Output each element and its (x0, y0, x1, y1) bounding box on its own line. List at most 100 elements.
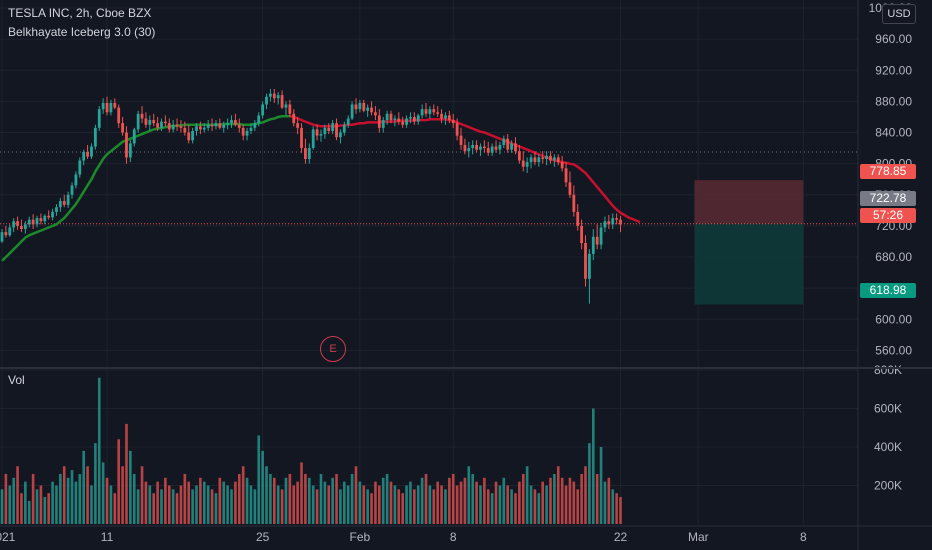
price-tick-label: 880.00 (875, 94, 912, 108)
volume-bar (167, 485, 171, 524)
volume-bar (82, 450, 85, 524)
candle-body (615, 218, 619, 220)
candle-body (152, 120, 156, 124)
volume-bar (160, 489, 163, 524)
volume-bar (358, 481, 362, 524)
candle-body (156, 123, 159, 128)
volume-bar (619, 497, 622, 524)
volume-bar (494, 481, 498, 524)
volume-bar (490, 493, 494, 524)
candle-body (117, 107, 121, 124)
candle-body (284, 104, 288, 108)
candle-body (327, 127, 331, 131)
volume-bar (156, 481, 159, 524)
candle-body (27, 219, 31, 225)
currency-button[interactable]: USD (882, 4, 916, 24)
candle-body (113, 102, 117, 108)
candle-body (304, 148, 307, 159)
volume-bar (311, 485, 315, 524)
countdown-tag: 57:26 (860, 208, 916, 223)
candle-body (90, 146, 93, 157)
candle-body (576, 211, 580, 226)
candle-body (475, 144, 478, 150)
candle-body (195, 126, 198, 131)
candle-body (401, 121, 405, 125)
price-tick-label: 920.00 (875, 63, 912, 77)
volume-bar (276, 485, 280, 524)
candle-body (148, 120, 152, 125)
candle-body (311, 129, 315, 149)
volume-bar (66, 477, 70, 524)
earnings-marker[interactable]: E (320, 336, 346, 362)
time-tick-label: 2021 (0, 530, 16, 544)
candle-body (350, 104, 354, 119)
candle-body (237, 124, 241, 128)
volume-bar (389, 481, 393, 524)
symbol-legend[interactable]: TESLA INC, 2h, Cboe BZX (8, 6, 152, 20)
volume-bar (428, 485, 432, 524)
candle-body (144, 118, 148, 125)
volume-bar (541, 481, 545, 524)
volume-bar (455, 485, 459, 524)
candle-body (587, 253, 591, 279)
volume-bar (199, 477, 202, 524)
volume-bar (599, 447, 603, 524)
candle-body (486, 148, 490, 153)
volume-bar (584, 466, 587, 524)
volume-bar (105, 477, 109, 524)
risk-zone (694, 180, 804, 224)
volume-bar (529, 485, 533, 524)
volume-bar (327, 485, 331, 524)
candle-body (202, 127, 206, 130)
indicator-legend[interactable]: Belkhayate Iceberg 3.0 (30) (8, 25, 156, 39)
volume-bar (385, 473, 389, 524)
volume-bar (479, 485, 482, 524)
candle-body (444, 115, 447, 119)
candle-body (101, 102, 105, 110)
stop-loss-tag: 778.85 (860, 164, 916, 179)
candle-body (179, 126, 183, 128)
volume-bar (525, 466, 529, 524)
volume-bar (237, 473, 241, 524)
candle-body (315, 129, 319, 136)
volume-bar (152, 493, 156, 524)
candle-body (78, 160, 82, 175)
volume-bar (335, 473, 338, 524)
volume-bar (59, 473, 62, 524)
candle-body (335, 123, 338, 138)
volume-bar (24, 481, 27, 524)
volume-bar (615, 493, 618, 524)
volume-bar (179, 485, 183, 524)
candle-body (432, 109, 436, 113)
volume-bar (113, 493, 117, 524)
candle-body (160, 121, 163, 128)
volume-legend[interactable]: Vol (8, 373, 25, 387)
candle-body (257, 115, 261, 124)
candle-body (276, 95, 280, 99)
volume-bar (74, 481, 78, 524)
candle-body (214, 123, 218, 127)
candle-body (97, 109, 101, 128)
reward-zone (694, 223, 804, 305)
candle-body (374, 112, 377, 116)
candle-body (455, 123, 459, 136)
candle-body (136, 113, 140, 130)
volume-bar (506, 485, 509, 524)
volume-bar (144, 481, 148, 524)
candle-body (55, 207, 58, 212)
candle-body (125, 132, 128, 158)
candle-body (261, 104, 265, 116)
candle-body (479, 146, 482, 150)
candle-body (171, 124, 175, 130)
volume-bar (436, 481, 439, 524)
volume-bar (280, 489, 284, 524)
candle-body (265, 96, 268, 105)
volume-bar (109, 485, 113, 524)
volume-bar (51, 481, 54, 524)
candle-body (529, 157, 533, 163)
candle-body (545, 155, 548, 159)
volume-bar (401, 493, 404, 524)
candle-body (420, 109, 424, 116)
volume-bar (47, 493, 50, 524)
